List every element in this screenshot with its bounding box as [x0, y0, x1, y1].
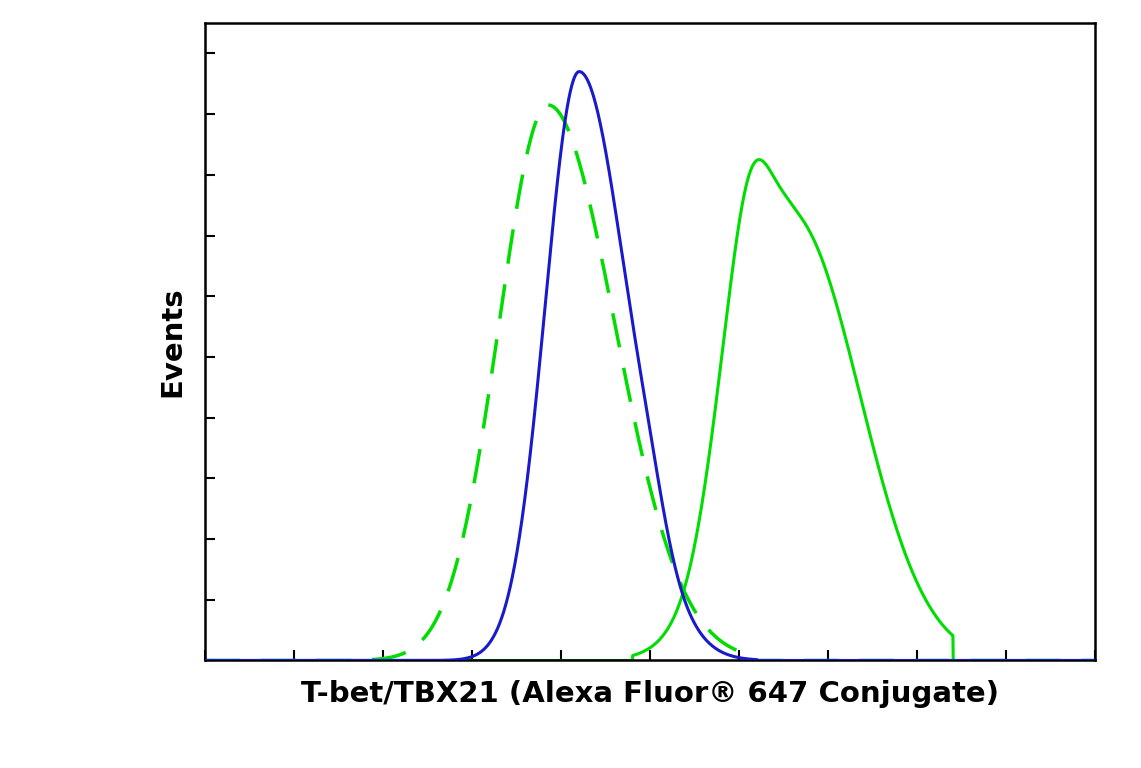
X-axis label: T-bet/TBX21 (Alexa Fluor® 647 Conjugate): T-bet/TBX21 (Alexa Fluor® 647 Conjugate): [301, 680, 1000, 708]
Y-axis label: Events: Events: [157, 286, 186, 397]
